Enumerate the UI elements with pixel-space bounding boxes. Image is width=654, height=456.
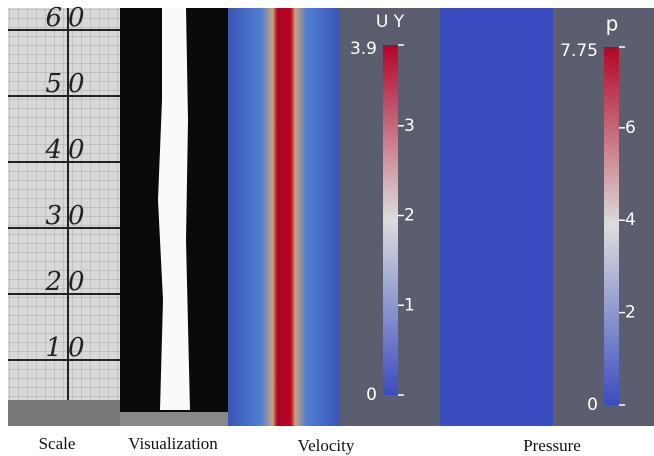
colorbar-tick-label: 0: [366, 385, 377, 405]
colorbar-tick-label: 2: [625, 303, 636, 323]
scale-label: 10: [45, 333, 90, 363]
jet: [158, 8, 190, 410]
pressure-field: [440, 8, 553, 426]
colorbar-tick-label: 2: [404, 206, 415, 226]
figure: U Y p Scale Visualization Velocity Press…: [0, 0, 654, 456]
velocity-colorbar: [383, 45, 398, 395]
caption: Pressure: [523, 436, 581, 455]
caption: Visualization: [128, 434, 218, 453]
scale-label: 20: [44, 267, 90, 297]
scale-label: 60: [45, 3, 90, 33]
scale-label: 30: [45, 201, 90, 231]
caption: Scale: [39, 434, 76, 453]
colorbar-tick-label: 3: [404, 116, 415, 136]
visualization-base: [120, 412, 228, 426]
colorbar-tick-label: 1: [404, 295, 415, 315]
velocity-colorbar-title: U Y: [376, 12, 405, 32]
colorbar-tick-label: 3.9: [350, 39, 377, 59]
scale-label: 40: [44, 135, 90, 165]
pressure-colorbar-title: p: [606, 12, 619, 36]
pressure-colorbar: [604, 47, 619, 405]
colorbar-tick-label: 4: [625, 210, 636, 230]
velocity-field: [228, 8, 340, 426]
scale-base: [8, 400, 120, 426]
caption: Velocity: [298, 436, 355, 455]
colorbar-tick-label: 7.75: [560, 41, 598, 61]
colorbar-tick-label: 6: [625, 118, 636, 138]
colorbar-tick-label: 0: [587, 395, 598, 415]
scale-label: 50: [45, 69, 90, 99]
